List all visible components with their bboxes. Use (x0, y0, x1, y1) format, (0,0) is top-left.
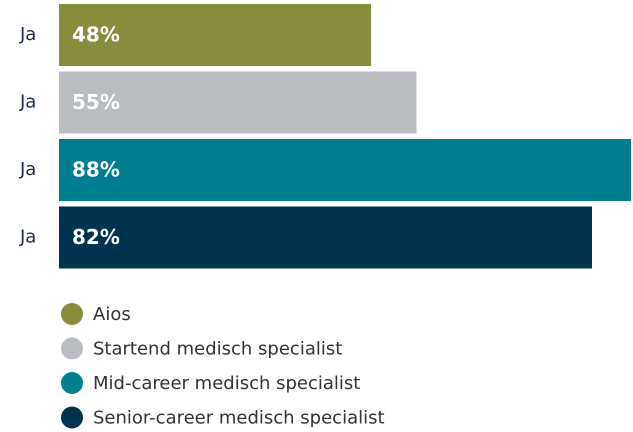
value-label: 82% (72, 225, 120, 249)
bar (59, 71, 417, 134)
value-label: 88% (72, 158, 120, 182)
category-label: Ja (19, 159, 36, 180)
category-label: Ja (19, 92, 36, 113)
legend-swatch (61, 303, 83, 325)
legend-swatch (61, 406, 83, 429)
category-label: Ja (19, 227, 36, 248)
legend-label: Senior-career medisch specialist (93, 408, 385, 429)
legend-swatch (61, 337, 83, 360)
legend-swatch (61, 372, 83, 394)
legend-label: Mid-career medisch specialist (93, 373, 360, 394)
legend-label: Startend medisch specialist (93, 339, 342, 360)
legend-label: Aios (93, 304, 131, 325)
category-label: Ja (19, 24, 36, 45)
value-label: 48% (72, 23, 120, 47)
value-label: 55% (72, 90, 120, 114)
bar (59, 206, 592, 269)
bar (59, 4, 371, 66)
bar (59, 139, 631, 201)
